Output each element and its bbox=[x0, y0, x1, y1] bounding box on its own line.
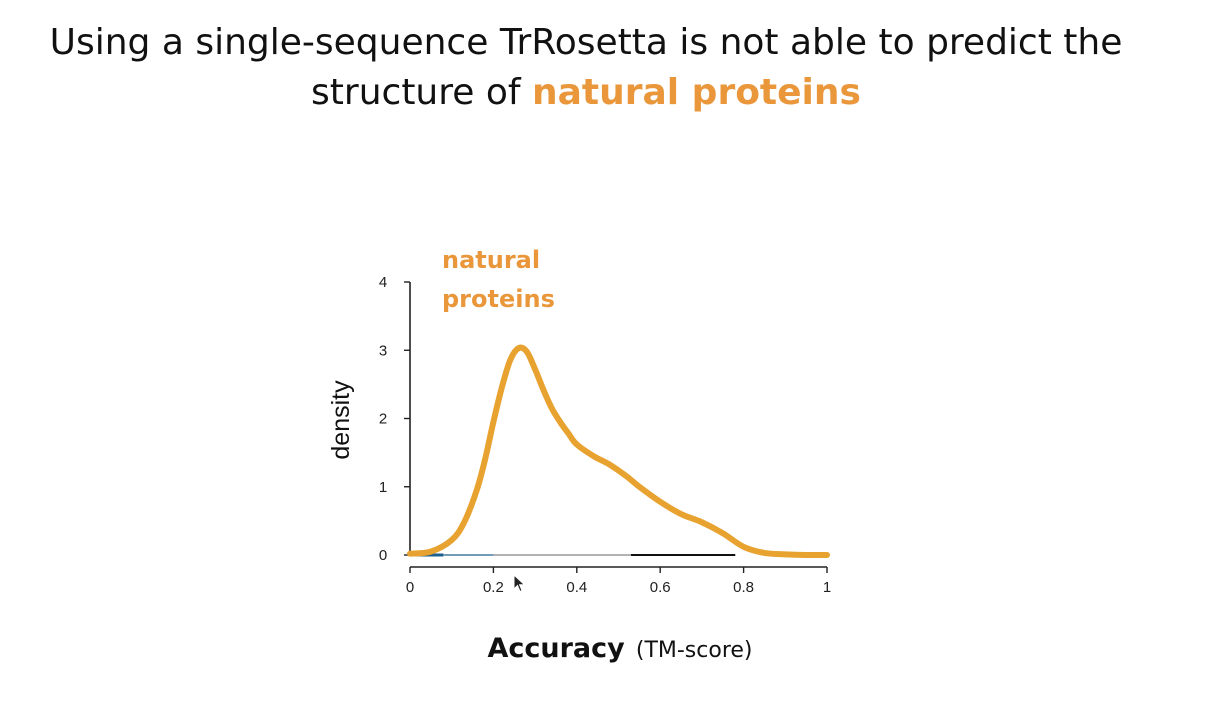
series-line-0 bbox=[407, 344, 830, 559]
y-tick-label: 2 bbox=[379, 411, 387, 428]
y-tick-label: 1 bbox=[379, 479, 387, 496]
mouse-cursor-icon bbox=[513, 574, 526, 593]
chart-axes: 0 1 2 3 4 0 0.2 0.4 0.6 0.8 1 bbox=[379, 274, 831, 596]
x-tick-label: 0.2 bbox=[483, 579, 504, 596]
y-tick-label: 4 bbox=[379, 274, 387, 291]
y-tick-label: 0 bbox=[379, 547, 387, 564]
chart-labels: density Accuracy (TM-score) natural prot… bbox=[327, 246, 753, 664]
title-line-1: Using a single-sequence TrRosetta is not… bbox=[49, 22, 1123, 63]
series-layer bbox=[407, 344, 830, 559]
title-highlight: natural proteins bbox=[532, 72, 861, 113]
x-tick-label: 0 bbox=[406, 579, 414, 596]
title-line-2: structure of natural proteins bbox=[0, 68, 1172, 118]
x-axis-label-bold: Accuracy bbox=[487, 633, 625, 664]
x-tick-label: 0.4 bbox=[566, 579, 587, 596]
series-label-line-1: natural bbox=[442, 246, 540, 274]
y-axis-label: density bbox=[327, 380, 355, 460]
x-axis-label-unit: (TM-score) bbox=[636, 638, 753, 663]
x-axis-label: Accuracy (TM-score) bbox=[487, 633, 752, 664]
slide-title: Using a single-sequence TrRosetta is not… bbox=[0, 18, 1172, 118]
x-tick-label: 0.8 bbox=[733, 579, 754, 596]
series-label-line-2: proteins bbox=[442, 285, 555, 313]
title-line-2-prefix: structure of bbox=[311, 72, 532, 113]
y-tick-label: 3 bbox=[379, 342, 387, 359]
x-tick-label: 1 bbox=[823, 579, 831, 596]
x-tick-label: 0.6 bbox=[650, 579, 671, 596]
